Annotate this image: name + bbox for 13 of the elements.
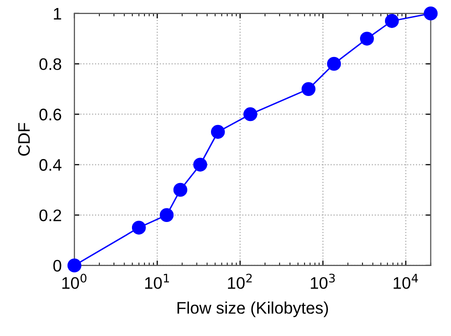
x-tick-label: 10$^{4}$ [394,274,418,289]
x-tick-label: 10$^{0}$ [62,274,86,289]
y-tick-label: 0 [53,260,62,272]
x-axis-title: Flow size (Kilobytes) [178,302,328,318]
y-tick-label: 0.4 [39,159,62,171]
x-tick-label: 10$^{2}$ [228,274,252,289]
y-tick-label: 0.2 [39,209,62,222]
y-tick-label: 0.8 [39,58,62,70]
y-tick-label: 0.6 [39,108,62,120]
x-tick-label: 10$^{1}$ [145,274,169,289]
y-axis-title: CDF [18,122,30,156]
y-tick-label: 1 [54,8,62,20]
x-tick-label: 10$^{3}$ [310,274,335,289]
